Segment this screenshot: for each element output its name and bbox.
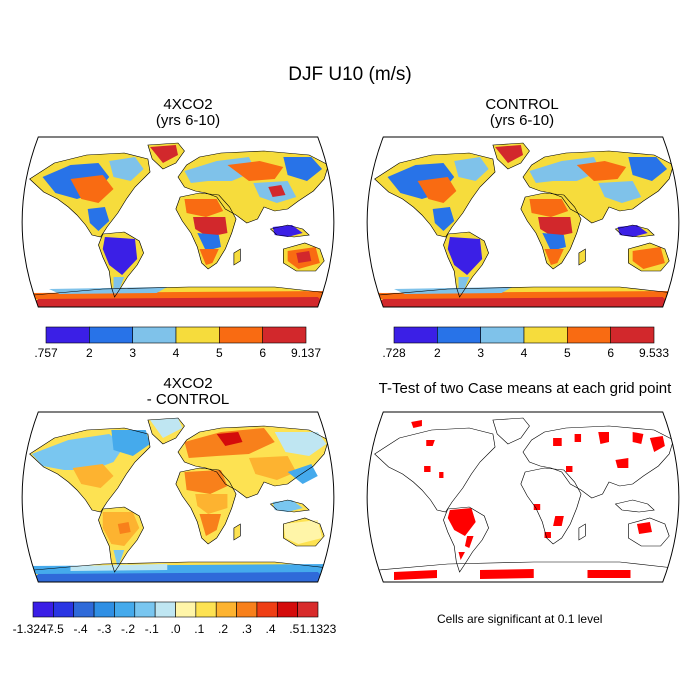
colorbar-2-swatch: [610, 326, 655, 344]
colorbar-1-swatch: [89, 326, 133, 344]
significance-note: Cells are significant at 0.1 level: [437, 612, 603, 626]
colorbar-3-swatch: [73, 601, 95, 618]
panel-1-title: 4XCO2 (yrs 6-10): [28, 97, 348, 129]
colorbar-1-swatch: [132, 326, 177, 344]
colorbar-2-tick-label: 2: [433, 346, 441, 360]
panel-1-map: [21, 136, 335, 308]
panel-2-title: CONTROL (yrs 6-10): [362, 97, 682, 129]
colorbar-1-swatch: [175, 326, 220, 344]
panel-1-title-line1: 4XCO2: [163, 96, 213, 113]
colorbar-2-tick-label: 4: [520, 346, 528, 360]
colorbar-1-tick-label: 4: [172, 346, 180, 360]
colorbar-2-swatch: [480, 326, 525, 344]
panel-3-diff-patches: [27, 418, 329, 582]
colorbar-2-tick-label: 3: [477, 346, 484, 360]
colorbar-3-tick-label: .0: [170, 622, 181, 636]
colorbar-3-tick-label: .2: [217, 622, 229, 636]
panel-2-title-line1: CONTROL: [485, 96, 559, 113]
panel-1-wind-patches: [27, 145, 329, 307]
colorbar-3-swatch: [297, 601, 319, 618]
colorbar-1-tick-label: .757: [34, 346, 58, 360]
colorbar-1-tick-label: 2: [85, 346, 93, 360]
colorbar-panel-3: [32, 601, 319, 618]
colorbar-3-tick-label: .5: [289, 622, 300, 636]
colorbar-2-tick-label: 9.533: [638, 346, 670, 360]
panel-2-map: [366, 136, 680, 308]
colorbar-1-tick-label: 6: [259, 346, 266, 360]
colorbar-3-swatch: [32, 601, 54, 618]
panel-3-land: [26, 417, 330, 582]
colorbar-3-swatch: [175, 601, 197, 618]
figure-title: DJF U10 (m/s): [288, 64, 412, 85]
colorbar-3-swatch: [154, 601, 176, 618]
colorbar-2-swatch: [523, 326, 568, 344]
colorbar-3-swatch: [236, 601, 258, 618]
panel-4-map: [366, 411, 680, 583]
colorbar-panel-2: [393, 326, 655, 344]
panel-3-map: [21, 411, 335, 583]
colorbar-3-swatch: [195, 601, 217, 618]
colorbar-2-swatch: [567, 326, 611, 344]
colorbar-2-tick-label: 5: [563, 346, 571, 360]
colorbar-3-tick-label: 1.1323: [299, 622, 337, 636]
panel-3-title: 4XCO2 - CONTROL: [28, 376, 348, 408]
panel-1-land: [26, 142, 330, 307]
colorbar-1-swatch: [219, 326, 263, 344]
colorbar-panel-1: [45, 326, 307, 344]
colorbar-2-tick-label: 6: [607, 346, 614, 360]
colorbar-1-tick-label: 5: [215, 346, 223, 360]
panel-2-title-line2: (yrs 6-10): [489, 112, 555, 129]
colorbar-3-swatch: [134, 601, 156, 618]
colorbar-3-tick-label: -1.3247: [12, 622, 54, 636]
colorbar-2-tick-label: .728: [382, 346, 406, 360]
colorbar-3-tick-label: .4: [265, 622, 276, 636]
colorbar-3-tick-label: -.2: [120, 622, 136, 636]
colorbar-3-swatch: [93, 601, 115, 618]
panel-1-title-line2: (yrs 6-10): [155, 112, 221, 129]
panel-2-wind-patches: [372, 145, 674, 307]
colorbar-3-swatch: [256, 601, 278, 618]
colorbar-1-swatch: [45, 326, 90, 344]
colorbar-2-swatch: [437, 326, 481, 344]
colorbar-3-swatch: [53, 601, 75, 618]
colorbar-3-swatch: [276, 601, 298, 618]
panel-4-significant-cells: [394, 420, 665, 580]
colorbar-3-tick-label: .3: [241, 622, 252, 636]
colorbar-3-swatch: [215, 601, 237, 618]
panel-4-land: [371, 417, 675, 582]
colorbar-3-tick-label: -.5: [49, 622, 64, 636]
colorbar-1-swatch: [262, 326, 307, 344]
colorbar-2-swatch: [393, 326, 438, 344]
panel-4-title-line1: T-Test of two Case means at each grid po…: [378, 380, 672, 397]
panel-4-title: T-Test of two Case means at each grid po…: [350, 381, 700, 397]
colorbar-1-tick-label: 9.137: [290, 346, 322, 360]
colorbar-1-tick-label: 3: [129, 346, 136, 360]
panel-3-title-line1: 4XCO2: [163, 375, 213, 392]
colorbar-3-tick-label: -.4: [73, 622, 88, 636]
colorbar-3-tick-label: -.3: [97, 622, 112, 636]
colorbar-3-tick-label: .1: [194, 622, 205, 636]
panel-3-title-line2: - CONTROL: [146, 391, 230, 408]
panel-2-land: [371, 142, 675, 307]
colorbar-3-swatch: [114, 601, 136, 618]
colorbar-3-tick-label: -.1: [144, 622, 159, 636]
